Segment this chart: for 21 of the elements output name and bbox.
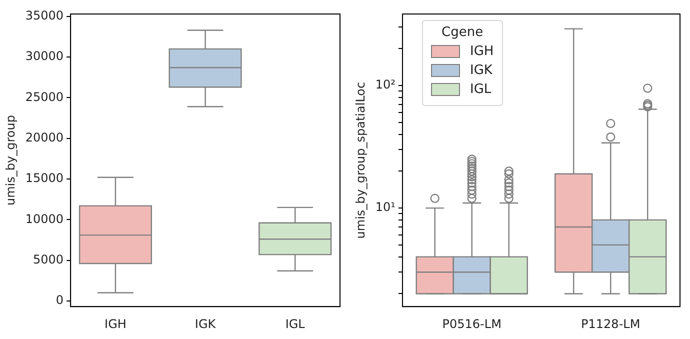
y-tick-label: 10² <box>375 78 396 92</box>
legend-label: IGK <box>470 63 492 78</box>
y-tick-label: 5000 <box>33 252 64 266</box>
y-axis-title: umis_by_group <box>3 115 18 206</box>
x-tick-label: P0516-LM <box>442 316 502 331</box>
y-tick-label: 10¹ <box>375 200 396 214</box>
legend-title: Cgene <box>440 25 484 40</box>
x-tick-label: IGH <box>104 316 126 331</box>
y-tick-label: 15000 <box>25 171 64 186</box>
y-tick-label: 25000 <box>25 90 64 104</box>
x-tick-label: IGL <box>285 316 306 331</box>
y-axis-title: umis_by_group_spatialLoc <box>353 82 368 239</box>
legend-label: IGL <box>470 82 492 97</box>
y-tick-label: 20000 <box>25 130 64 144</box>
y-tick-label: 10000 <box>25 212 64 226</box>
y-tick-label: 0 <box>56 293 64 308</box>
y-tick-label: 35000 <box>25 8 64 23</box>
x-tick-label: P1128-LM <box>581 316 640 331</box>
legend-label: IGH <box>470 44 494 59</box>
x-tick-label: IGK <box>194 316 217 331</box>
y-tick-label: 30000 <box>25 49 64 64</box>
